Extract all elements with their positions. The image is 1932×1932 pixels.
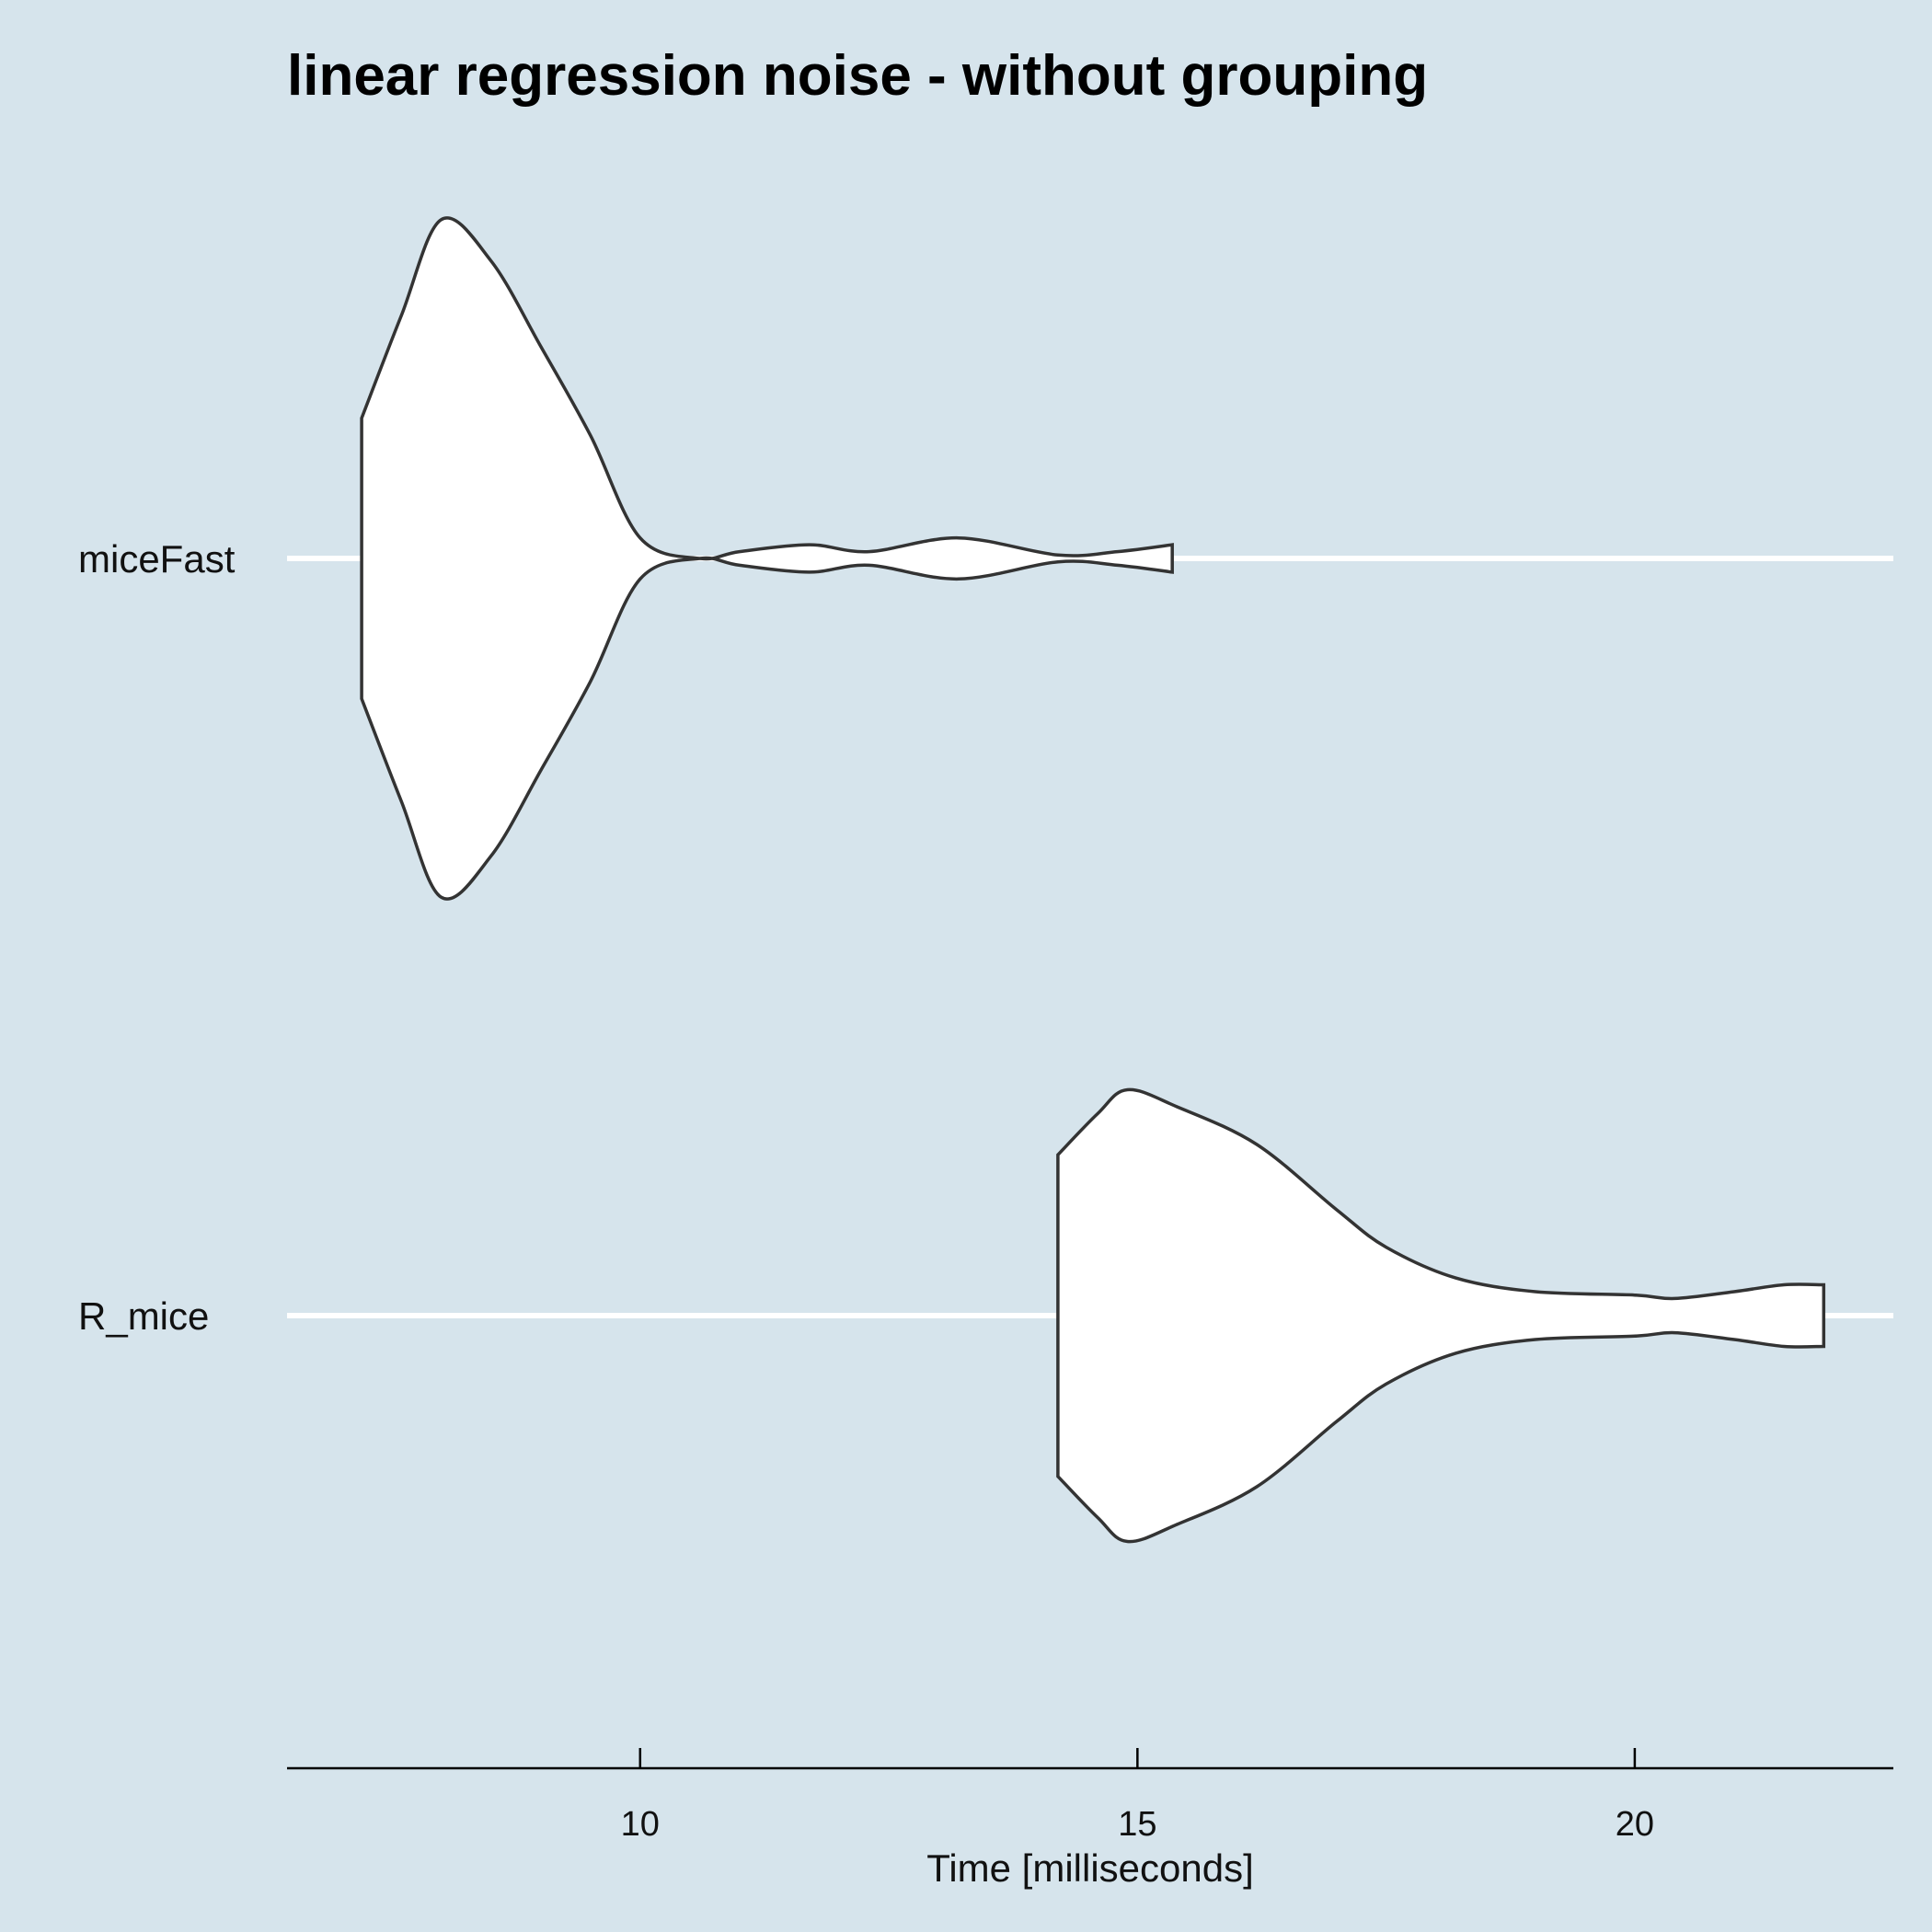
violin-R_mice	[1056, 1087, 1826, 1544]
category-labels: miceFast R_mice	[78, 537, 236, 1338]
violins	[360, 216, 1826, 1544]
x-tick-label-10: 10	[621, 1805, 660, 1844]
x-tick-label-20: 20	[1616, 1805, 1654, 1844]
x-axis-ticks: 10 15 20	[621, 1748, 1654, 1844]
category-label-R_mice: R_mice	[78, 1294, 209, 1338]
chart-title: linear regression noise - without groupi…	[287, 44, 1428, 108]
violin-miceFast	[360, 216, 1174, 901]
x-tick-label-15: 15	[1118, 1805, 1156, 1844]
x-axis-title: Time [milliseconds]	[926, 1846, 1254, 1890]
category-label-miceFast: miceFast	[78, 537, 236, 581]
